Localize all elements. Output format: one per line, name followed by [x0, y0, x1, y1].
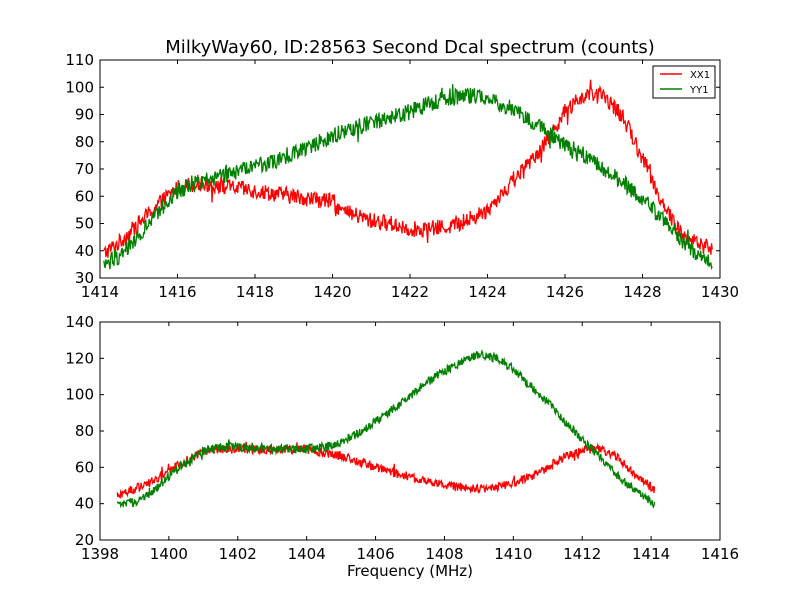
- top-x-tick-label: 1424: [468, 283, 506, 301]
- bottom-x-tick-label: 1416: [701, 545, 739, 563]
- top-x-tick-label: 1422: [391, 283, 429, 301]
- top-spectrum-panel: MilkyWay60, ID:28563 Second Dcal spectru…: [65, 37, 739, 301]
- top-plot-area: [100, 60, 720, 278]
- bottom-plot-area: [100, 322, 720, 540]
- top-y-tick-label: 50: [75, 215, 94, 233]
- legend-label-xx1: XX1: [690, 70, 710, 81]
- bottom-x-tick-label: 1414: [632, 545, 670, 563]
- top-series-lines: [103, 79, 713, 271]
- top-x-tick-label: 1428: [623, 283, 661, 301]
- bottom-x-tick-label: 1408: [425, 545, 463, 563]
- top-y-axis-ticks: 30 40 50 60 70 80 90 100 110: [65, 51, 720, 287]
- top-y-tick-label: 60: [75, 187, 94, 205]
- bottom-x-tick-label: 1412: [563, 545, 601, 563]
- bottom-x-axis-ticks: 1398 1400 1402 1404 1406 1408 1410 1412 1414 1416: [81, 322, 739, 563]
- top-x-tick-label: 1418: [236, 283, 274, 301]
- bottom-y-tick-label: 100: [65, 386, 94, 404]
- top-series-line-xx1: [103, 79, 713, 258]
- top-x-axis-ticks: 1414 1416 1418 1420 1422 1424 1426 1428 1430: [81, 60, 739, 301]
- bottom-x-tick-label: 1402: [219, 545, 257, 563]
- x-axis-label: Frequency (MHz): [347, 562, 473, 580]
- bottom-y-tick-label: 140: [65, 313, 94, 331]
- bottom-x-tick-label: 1400: [150, 545, 188, 563]
- top-x-tick-label: 1430: [701, 283, 739, 301]
- chart-title: MilkyWay60, ID:28563 Second Dcal spectru…: [165, 37, 654, 58]
- legend: XX1 YY1: [652, 65, 716, 99]
- top-x-tick-label: 1420: [313, 283, 351, 301]
- top-y-tick-label: 70: [75, 160, 94, 178]
- bottom-series-line-green: [116, 348, 656, 509]
- top-x-tick-label: 1416: [158, 283, 196, 301]
- bottom-x-tick-label: 1410: [494, 545, 532, 563]
- top-y-tick-label: 80: [75, 133, 94, 151]
- bottom-y-axis-ticks: 20 40 60 80 100 120 140: [65, 313, 720, 549]
- bottom-x-tick-label: 1398: [81, 545, 119, 563]
- bottom-x-tick-label: 1404: [288, 545, 326, 563]
- bottom-y-tick-label: 60: [75, 458, 94, 476]
- bottom-x-tick-label: 1406: [356, 545, 394, 563]
- top-y-tick-label: 90: [75, 106, 94, 124]
- bottom-y-tick-label: 40: [75, 495, 94, 513]
- bottom-y-tick-label: 120: [65, 349, 94, 367]
- bottom-y-tick-label: 80: [75, 422, 94, 440]
- legend-label-yy1: YY1: [689, 85, 709, 96]
- top-series-line-yy1: [103, 84, 713, 271]
- top-x-tick-label: 1414: [81, 283, 119, 301]
- bottom-series-lines: [116, 348, 656, 509]
- top-y-tick-label: 100: [65, 78, 94, 96]
- top-y-tick-label: 110: [65, 51, 94, 69]
- legend-box: [652, 65, 716, 99]
- bottom-y-tick-label: 20: [75, 531, 94, 549]
- top-y-tick-label: 40: [75, 242, 94, 260]
- top-x-tick-label: 1426: [546, 283, 584, 301]
- top-y-tick-label: 30: [75, 269, 94, 287]
- bottom-spectrum-panel: 1398 1400 1402 1404 1406 1408 1410 1412 1414 1416…: [65, 313, 739, 580]
